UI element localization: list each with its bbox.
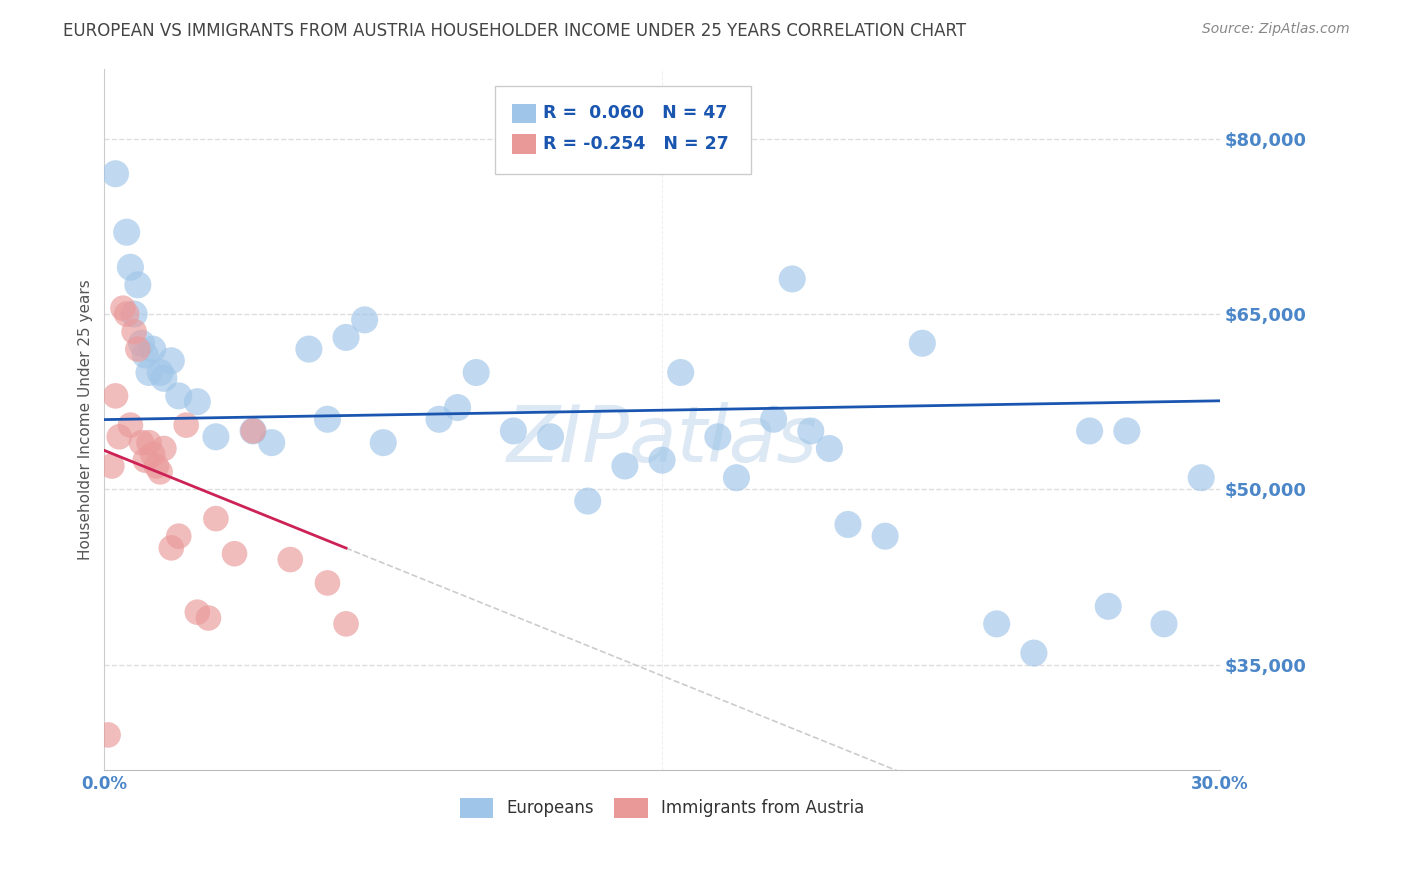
Point bbox=[186, 394, 208, 409]
Point bbox=[818, 442, 841, 456]
Point bbox=[540, 430, 562, 444]
Point bbox=[122, 325, 145, 339]
Point bbox=[104, 167, 127, 181]
Point bbox=[108, 430, 131, 444]
Point bbox=[153, 371, 176, 385]
Point bbox=[186, 605, 208, 619]
Point bbox=[115, 225, 138, 239]
Point bbox=[1097, 599, 1119, 614]
Legend: Europeans, Immigrants from Austria: Europeans, Immigrants from Austria bbox=[453, 791, 870, 825]
Point bbox=[97, 728, 120, 742]
Point bbox=[725, 471, 748, 485]
Point bbox=[160, 353, 183, 368]
Point bbox=[875, 529, 897, 543]
Point bbox=[242, 424, 264, 438]
Text: EUROPEAN VS IMMIGRANTS FROM AUSTRIA HOUSEHOLDER INCOME UNDER 25 YEARS CORRELATIO: EUROPEAN VS IMMIGRANTS FROM AUSTRIA HOUS… bbox=[63, 22, 966, 40]
Point bbox=[205, 511, 228, 525]
Point bbox=[197, 611, 219, 625]
Point bbox=[762, 412, 785, 426]
Point bbox=[149, 465, 172, 479]
Point bbox=[205, 430, 228, 444]
Point bbox=[651, 453, 673, 467]
Point bbox=[1189, 471, 1212, 485]
Point bbox=[167, 529, 190, 543]
Point bbox=[122, 307, 145, 321]
Point bbox=[167, 389, 190, 403]
Point bbox=[142, 342, 165, 356]
Point bbox=[1022, 646, 1045, 660]
Point bbox=[149, 366, 172, 380]
Point bbox=[502, 424, 524, 438]
Point bbox=[316, 412, 339, 426]
Point bbox=[174, 418, 197, 433]
Point bbox=[101, 458, 124, 473]
Point bbox=[446, 401, 468, 415]
Y-axis label: Householder Income Under 25 years: Householder Income Under 25 years bbox=[79, 279, 93, 559]
Point bbox=[1153, 616, 1175, 631]
Text: R = -0.254   N = 27: R = -0.254 N = 27 bbox=[543, 135, 728, 153]
Point bbox=[131, 336, 153, 351]
Point bbox=[160, 541, 183, 555]
Point bbox=[298, 342, 321, 356]
Point bbox=[111, 301, 134, 316]
Point bbox=[613, 458, 636, 473]
Point bbox=[120, 418, 142, 433]
Point bbox=[911, 336, 934, 351]
Point bbox=[1078, 424, 1101, 438]
Point bbox=[576, 494, 599, 508]
Point bbox=[242, 424, 264, 438]
Point bbox=[224, 547, 246, 561]
Point bbox=[465, 366, 488, 380]
Point bbox=[800, 424, 823, 438]
Point bbox=[278, 552, 301, 566]
Point bbox=[134, 453, 156, 467]
Bar bbox=[512, 135, 536, 154]
Point bbox=[127, 277, 149, 292]
Point bbox=[145, 458, 167, 473]
Point bbox=[120, 260, 142, 275]
Text: Source: ZipAtlas.com: Source: ZipAtlas.com bbox=[1202, 22, 1350, 37]
Point bbox=[138, 366, 160, 380]
Point bbox=[707, 430, 730, 444]
Text: ZIPatlas: ZIPatlas bbox=[506, 402, 817, 478]
Point bbox=[127, 342, 149, 356]
Point bbox=[335, 330, 357, 344]
FancyBboxPatch shape bbox=[495, 86, 751, 174]
Point bbox=[669, 366, 692, 380]
Point bbox=[142, 447, 165, 461]
Point bbox=[837, 517, 859, 532]
Point bbox=[260, 435, 283, 450]
Point bbox=[353, 313, 375, 327]
Point bbox=[1115, 424, 1137, 438]
Point bbox=[134, 348, 156, 362]
Text: R =  0.060   N = 47: R = 0.060 N = 47 bbox=[543, 103, 727, 121]
Point bbox=[115, 307, 138, 321]
Point bbox=[131, 435, 153, 450]
Point bbox=[138, 435, 160, 450]
Point bbox=[316, 576, 339, 591]
Point bbox=[780, 272, 803, 286]
Bar bbox=[512, 103, 536, 123]
Point bbox=[104, 389, 127, 403]
Point bbox=[153, 442, 176, 456]
Point bbox=[986, 616, 1008, 631]
Point bbox=[335, 616, 357, 631]
Point bbox=[427, 412, 450, 426]
Point bbox=[373, 435, 395, 450]
